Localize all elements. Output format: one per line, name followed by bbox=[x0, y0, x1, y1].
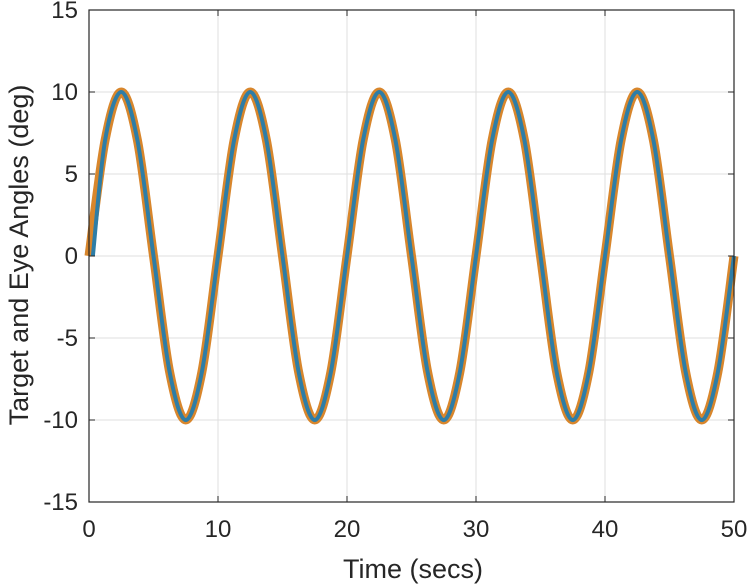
y-tick-label: -15 bbox=[43, 489, 78, 516]
y-tick-label: 0 bbox=[65, 243, 78, 270]
series-group bbox=[84, 87, 739, 425]
y-tick-label: -10 bbox=[43, 407, 78, 434]
x-tick-label: 30 bbox=[463, 516, 490, 543]
x-tick-label: 50 bbox=[721, 516, 747, 543]
y-axis-label: Target and Eye Angles (deg) bbox=[4, 85, 34, 426]
x-tick-label: 40 bbox=[592, 516, 619, 543]
series-line-2 bbox=[90, 90, 736, 422]
x-tick-label: 0 bbox=[82, 516, 95, 543]
y-tick-label: 15 bbox=[51, 0, 78, 24]
tick-marks bbox=[88, 9, 735, 503]
x-tick-label: 20 bbox=[334, 516, 361, 543]
y-tick-label: -5 bbox=[57, 325, 78, 352]
y-tick-labels: -15 -10 -5 0 5 10 15 bbox=[43, 0, 78, 516]
x-tick-labels: 0 10 20 30 40 50 bbox=[82, 516, 747, 543]
y-tick-label: 5 bbox=[65, 161, 78, 188]
x-tick-label: 10 bbox=[205, 516, 232, 543]
x-axis-label: Time (secs) bbox=[343, 554, 483, 584]
y-tick-label: 10 bbox=[51, 79, 78, 106]
